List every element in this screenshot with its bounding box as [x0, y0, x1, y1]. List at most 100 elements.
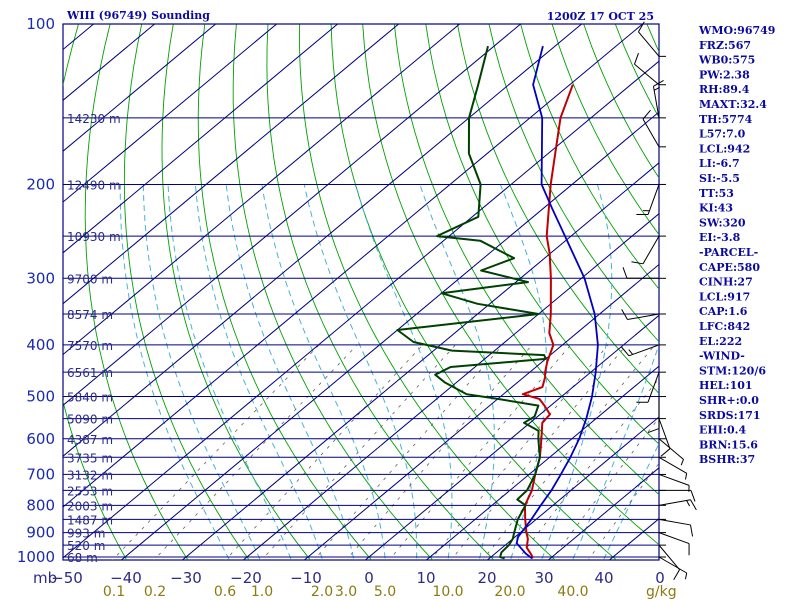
height-label: 2003 m	[67, 499, 113, 513]
pressure-unit-label: mb	[33, 569, 57, 587]
dry-adiabat-line	[161, 24, 311, 560]
mixing-ratio-label: 0.2	[144, 584, 166, 600]
dry-adiabat-line	[299, 24, 556, 560]
wind-barb-flag	[647, 428, 660, 434]
sounding-time: 1200Z 17 OCT 25	[547, 10, 654, 23]
moist-adiabat-line	[119, 184, 230, 560]
pressure-tick-label: 800	[26, 496, 55, 514]
mixing-ratio-line	[153, 344, 358, 560]
index-value: LFC:842	[699, 320, 750, 333]
moist-adiabat-line	[142, 184, 261, 560]
temperature-tick-label: −20	[230, 569, 262, 587]
wind-barb-flag	[690, 499, 697, 511]
wind-barb	[621, 344, 666, 357]
isotherm-line	[63, 24, 400, 305]
wind-barb	[622, 267, 666, 279]
moist-adiabat-line	[571, 343, 659, 560]
wind-barb-shaft	[627, 313, 660, 321]
mixing-ratio-line	[482, 344, 656, 560]
wind-barb-shaft	[658, 544, 680, 570]
isotherm-line	[181, 162, 659, 560]
dry-adiabat-line	[266, 24, 495, 560]
height-label: 993 m	[67, 527, 105, 541]
isotherm-line	[547, 467, 659, 560]
mixing-ratio-label: 2.0	[311, 584, 333, 600]
temperature-tick-label: 40	[594, 569, 613, 587]
wind-barb	[642, 109, 666, 148]
index-value: WB0:575	[698, 54, 755, 67]
wind-barb	[621, 309, 666, 321]
wind-barb-flag	[634, 52, 639, 65]
wind-barb-flag	[653, 80, 664, 87]
isotherm-line	[63, 60, 659, 559]
wind-barb	[659, 489, 696, 502]
temperature-tick-label: 10	[416, 569, 435, 587]
index-value: RH:89.4	[699, 83, 750, 96]
wind-barb-shaft	[647, 371, 660, 403]
height-label: 4387 m	[67, 433, 113, 447]
dry-adiabat-line	[520, 24, 659, 290]
index-value: EL:222	[699, 335, 742, 348]
wind-barb	[652, 80, 666, 119]
mixing-ratio-label: 0.6	[214, 584, 236, 600]
height-label: 2553 m	[67, 484, 113, 498]
wind-barb	[634, 52, 666, 86]
wind-barb	[636, 371, 666, 403]
pressure-tick-label: 200	[26, 175, 55, 193]
wind-barb-shaft	[628, 344, 660, 357]
index-value: LCL:942	[699, 142, 750, 155]
wind-barb	[658, 518, 694, 537]
index-value: SHR+:0.0	[699, 394, 759, 407]
wind-barb-shaft	[658, 499, 691, 506]
index-value: TT:53	[699, 187, 734, 200]
index-value: KI:43	[699, 202, 733, 215]
wind-barb-flag	[621, 309, 628, 320]
dry-adiabat-line	[362, 24, 659, 546]
wind-barb-flag	[660, 448, 671, 457]
pressure-tick-label: 900	[26, 524, 55, 542]
temperature-tick-label: −40	[110, 569, 142, 587]
height-label: 1487 m	[67, 513, 113, 527]
wind-barbs	[621, 21, 697, 581]
height-label: 5090 m	[67, 413, 113, 427]
wind-barb-half-flag	[684, 572, 688, 580]
wind-barb	[658, 473, 690, 492]
index-value: EI:-3.8	[699, 231, 741, 244]
wind-barb	[658, 418, 671, 457]
wind-barb-shaft	[638, 31, 660, 57]
index-value: HEL:101	[699, 379, 753, 392]
mixing-ratio-line	[517, 377, 659, 560]
moist-adiabats	[119, 184, 659, 560]
wind-barb-shaft	[658, 438, 684, 460]
index-value: WMO:96749	[698, 24, 775, 37]
wind-barb-flag	[622, 267, 628, 279]
temperature-tick-label: 0	[364, 569, 374, 587]
wind-barb-shaft	[658, 456, 687, 474]
wind-barb-flag	[642, 109, 651, 120]
height-labels: 14230 m 12490 m 10930 m 9700 m 8574 m 7570 m 6…	[67, 112, 121, 565]
mixing-ratio-line	[450, 344, 627, 560]
index-value: BSHR:37	[699, 453, 755, 466]
moist-adiabat-line	[602, 442, 659, 560]
isotherms	[63, 24, 659, 560]
wind-barb-shaft	[658, 518, 691, 526]
height-label: 8574 m	[67, 308, 113, 322]
pressure-tick-label: 700	[26, 465, 55, 483]
mixing-ratio-line	[430, 344, 609, 560]
height-label: 520 m	[67, 539, 105, 553]
isotherm-line	[63, 24, 278, 203]
moist-adiabat-line	[541, 184, 613, 560]
mixing-ratio-lines	[111, 344, 659, 560]
index-value: -PARCEL-	[699, 246, 758, 259]
height-label: 3132 m	[67, 468, 113, 482]
wind-barb	[658, 544, 681, 581]
mixing-ratio-label: 0.1	[103, 584, 125, 600]
height-label: 14230 m	[67, 112, 121, 126]
dry-adiabats	[63, 24, 659, 560]
isotherm-line	[242, 213, 659, 560]
pressure-tick-label: 300	[26, 269, 55, 287]
wind-barb-flag	[621, 346, 630, 357]
